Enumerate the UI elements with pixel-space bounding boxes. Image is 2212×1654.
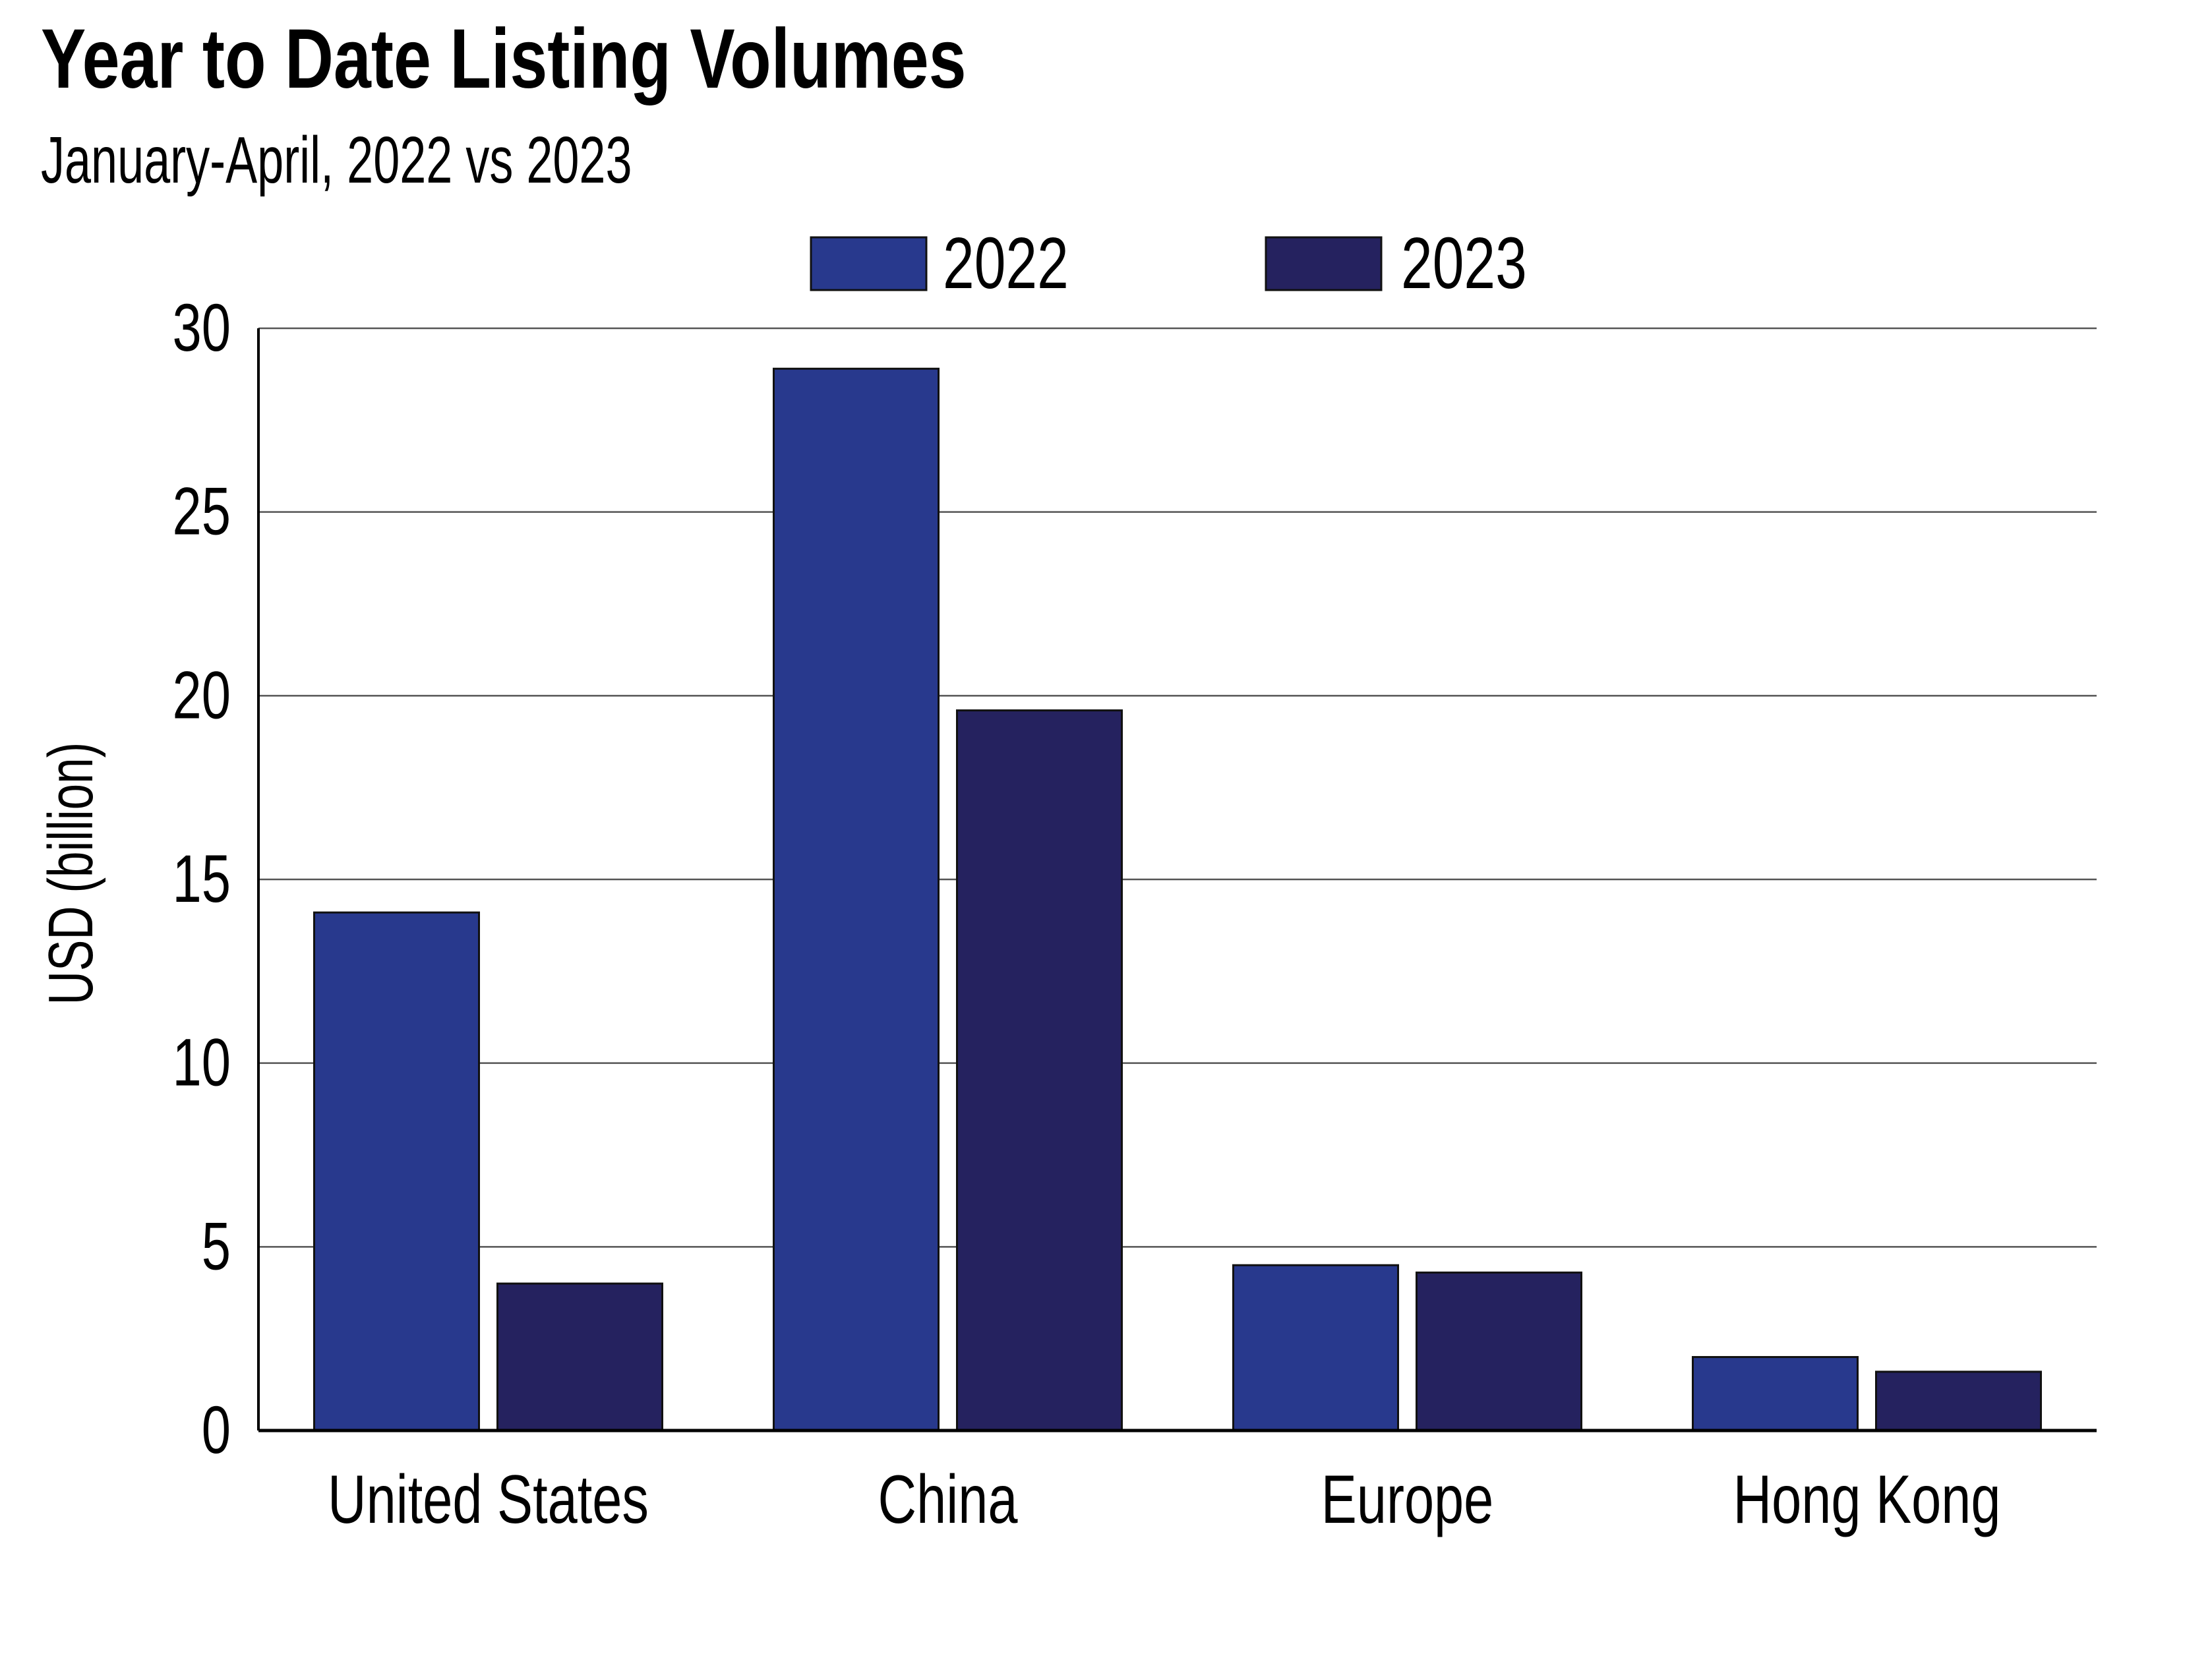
legend-swatch-2023: [1265, 236, 1383, 291]
y-tick-label: 0: [202, 1393, 231, 1468]
y-tick-label-group: 30: [172, 291, 231, 366]
y-tick-label-group: 0: [202, 1393, 231, 1468]
y-tick-label-group: 15: [172, 842, 231, 917]
y-tick-label-group: 10: [172, 1025, 231, 1100]
grid-lines: [258, 327, 2097, 1248]
bar-2023: [496, 1282, 663, 1432]
y-axis-title-group: USD (billion): [36, 742, 106, 1005]
bar-2022: [773, 367, 940, 1432]
bar-2023: [956, 709, 1123, 1432]
bar-2022: [1232, 1264, 1399, 1432]
y-tick-label-group: 5: [202, 1209, 231, 1284]
legend-swatch-2022: [810, 236, 928, 291]
legend-label: 2023: [1401, 223, 1527, 304]
bar-2022: [313, 911, 480, 1432]
x-tick-label: China: [878, 1461, 1018, 1537]
x-tick-label-group: China: [878, 1461, 1018, 1537]
legend-label-group: 2023: [1401, 223, 1527, 304]
bar-2023: [1875, 1371, 2042, 1432]
chart-subtitle: January-April, 2022 vs 2023: [41, 123, 632, 197]
x-tick-label-group: Europe: [1321, 1461, 1494, 1537]
legend: 2022 2023: [810, 223, 1527, 304]
bars: [313, 367, 2042, 1432]
axes: [257, 328, 2097, 1432]
y-tick-label: 15: [172, 842, 231, 917]
y-tick-label: 10: [172, 1025, 231, 1100]
y-axis-title: USD (billion): [36, 742, 106, 1005]
y-tick-label: 25: [172, 474, 231, 549]
y-tick-label: 5: [202, 1209, 231, 1284]
y-tick-label-group: 20: [172, 658, 231, 733]
x-tick-label: Europe: [1321, 1461, 1494, 1537]
y-tick-label: 30: [172, 291, 231, 366]
x-tick-labels: United States China Europe Hong Kong: [328, 1461, 2000, 1537]
x-tick-label-group: United States: [328, 1461, 649, 1537]
x-tick-label: United States: [328, 1461, 649, 1537]
bar-2022: [1692, 1356, 1859, 1432]
y-tick-labels: 0 5 10 15 20 25 30: [172, 291, 231, 1468]
legend-label-group: 2022: [943, 223, 1069, 304]
x-tick-label-group: Hong Kong: [1733, 1461, 2001, 1537]
y-tick-label: 20: [172, 658, 231, 733]
y-tick-label-group: 25: [172, 474, 231, 549]
legend-label: 2022: [943, 223, 1069, 304]
x-tick-label: Hong Kong: [1733, 1461, 2001, 1537]
chart-title: Year to Date Listing Volumes: [41, 12, 967, 106]
bar-2023: [1416, 1271, 1582, 1432]
